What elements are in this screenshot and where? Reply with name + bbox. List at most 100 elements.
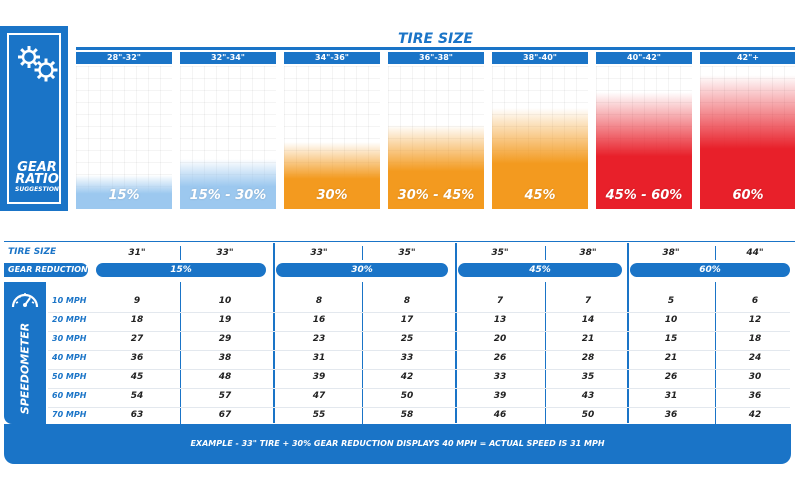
row-separator [48,350,790,351]
tire-size-value: 35" [398,248,416,258]
row-separator [48,312,790,313]
speed-label: 50 MPH [52,372,87,381]
gear-reduction-bar [180,159,276,209]
actual-speed-cell: 7 [584,296,592,306]
logo-frame: GEAR RATIO SUGGESTION [7,33,61,204]
actual-speed-cell: 57 [218,391,232,401]
actual-speed-cell: 19 [218,315,232,325]
actual-speed-cell: 45 [130,372,144,382]
reduction-label: 30% [316,188,348,203]
tire-size-value: 35" [491,248,509,258]
actual-speed-cell: 6 [751,296,759,306]
gear-reduction-bar [596,92,692,209]
actual-speed-cell: 8 [403,296,411,306]
column-grid: 45% [492,66,588,209]
column-divider [545,246,546,260]
tire-size-header: 42"+ [700,52,795,64]
column-divider [362,282,363,424]
actual-speed-cell: 33 [493,372,507,382]
column-grid: 30% - 45% [388,66,484,209]
gear-reduction-bar [492,108,588,209]
gear-reduction-row-label: GEAR REDUCTION [4,263,88,277]
column-divider [362,246,363,260]
speed-label: 40 MPH [52,353,87,362]
actual-speed-cell: 15 [664,334,678,344]
tire-size-column: 32"-34" 15% - 30% [180,52,276,209]
row-separator [48,388,790,389]
column-grid: 30% [284,66,380,209]
actual-speed-cell: 39 [493,391,507,401]
actual-speed-cell: 23 [312,334,326,344]
column-grid: 45% - 60% [596,66,692,209]
actual-speed-cell: 25 [400,334,414,344]
tire-size-header: 38"-40" [492,52,588,64]
column-divider [715,282,716,424]
speedometer-label: SPEEDOMETER [18,322,32,415]
actual-speed-cell: 26 [493,353,507,363]
tire-size-header: 34"-36" [284,52,380,64]
actual-speed-cell: 21 [581,334,595,344]
group-divider [627,243,629,423]
tire-size-column: 36"-38" 30% - 45% [388,52,484,209]
column-grid: 15% [76,66,172,209]
actual-speed-cell: 10 [218,296,232,306]
gear-reduction-bar [76,175,172,209]
actual-speed-cell: 14 [581,315,595,325]
actual-speed-cell: 63 [130,410,144,420]
actual-speed-cell: 28 [581,353,595,363]
actual-speed-cell: 9 [133,296,141,306]
tire-size-value: 38" [662,248,680,258]
actual-speed-cell: 8 [315,296,323,306]
actual-speed-cell: 47 [312,391,326,401]
actual-speed-cell: 26 [664,372,678,382]
tire-size-header: 28"-32" [76,52,172,64]
gear-reduction-pill: 30% [276,263,448,277]
actual-speed-cell: 43 [581,391,595,401]
reduction-label: 60% [732,188,764,203]
column-divider [180,282,181,424]
actual-speed-cell: 24 [748,353,762,363]
actual-speed-cell: 17 [400,315,414,325]
actual-speed-cell: 29 [218,334,232,344]
actual-speed-cell: 31 [664,391,678,401]
actual-speed-cell: 27 [130,334,144,344]
speed-label: 60 MPH [52,391,87,400]
gear-reduction-pill: 45% [458,263,622,277]
logo-line-suggestion: SUGGESTION [15,186,59,193]
column-divider [715,246,716,260]
tire-size-value: 33" [216,248,234,258]
title-underline [76,47,795,50]
actual-speed-cell: 58 [400,410,414,420]
row-separator [48,407,790,408]
actual-speed-cell: 55 [312,410,326,420]
reduction-label: 15% [108,188,140,203]
actual-speed-cell: 7 [496,296,504,306]
group-divider [455,243,457,423]
speedometer-panel: SPEEDOMETER [4,282,46,424]
tire-size-header: 40"-42" [596,52,692,64]
tire-size-value: 31" [128,248,146,258]
gears-icon [18,46,58,82]
tire-size-header: 36"-38" [388,52,484,64]
column-divider [180,246,181,260]
actual-speed-cell: 38 [218,353,232,363]
actual-speed-cell: 67 [218,410,232,420]
actual-speed-cell: 18 [748,334,762,344]
tire-size-column: 34"-36" 30% [284,52,380,209]
column-grid: 60% [700,66,795,209]
actual-speed-cell: 48 [218,372,232,382]
tire-size-column: 40"-42" 45% - 60% [596,52,692,209]
actual-speed-cell: 33 [400,353,414,363]
table-top-rule [4,241,795,242]
gear-reduction-bar [700,75,795,209]
reduction-label: 45% - 60% [605,188,683,203]
speedometer-icon [11,293,39,308]
actual-speed-cell: 50 [581,410,595,420]
group-divider [273,243,275,423]
actual-speed-cell: 42 [400,372,414,382]
logo-text: GEAR RATIO SUGGESTION [11,161,63,194]
actual-speed-cell: 20 [493,334,507,344]
actual-speed-cell: 18 [130,315,144,325]
tire-size-value: 44" [746,248,764,258]
actual-speed-cell: 50 [400,391,414,401]
